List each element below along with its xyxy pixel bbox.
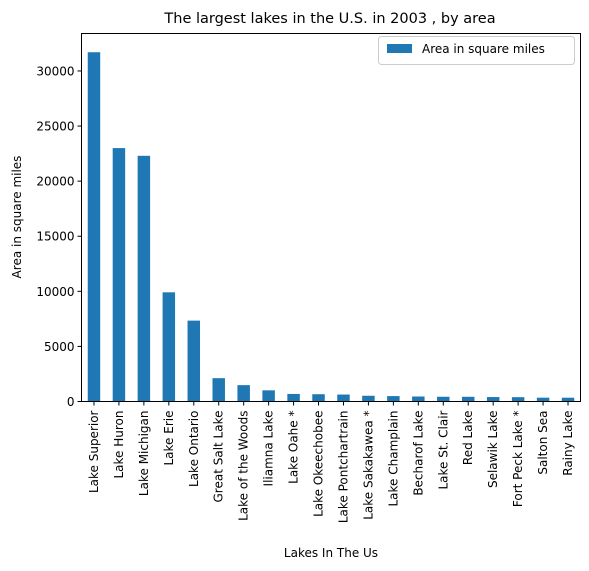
y-tick-label: 10000 xyxy=(36,285,74,299)
x-tick-label: Great Salt Lake xyxy=(212,411,226,503)
bar-9 xyxy=(287,393,300,402)
bar-11 xyxy=(337,394,350,402)
legend-frame xyxy=(378,36,575,65)
x-tick-label: Salton Sea xyxy=(536,411,550,475)
x-tick-label: Lake Oahe * xyxy=(287,411,301,484)
y-tick-label: 5000 xyxy=(44,340,75,354)
x-axis-label: Lakes In The Us xyxy=(284,546,378,560)
plot-frame xyxy=(81,33,581,402)
bar-14 xyxy=(412,396,425,402)
bar-1 xyxy=(87,52,101,402)
x-tick-label: Lake Okeechobee xyxy=(312,411,326,517)
x-tick-label: Selawik Lake xyxy=(486,411,500,489)
y-axis: 0 5000 10000 15000 20000 25000 30000 xyxy=(36,64,82,409)
bar-19 xyxy=(536,397,550,402)
bars xyxy=(87,52,575,402)
y-tick-label: 0 xyxy=(67,395,75,409)
bar-18 xyxy=(511,397,525,402)
bar-13 xyxy=(387,396,400,402)
x-tick-label: Red Lake xyxy=(461,410,475,465)
y-tick-label: 20000 xyxy=(36,175,74,189)
y-tick-label: 15000 xyxy=(36,230,74,244)
bar-7 xyxy=(237,385,250,402)
legend: Area in square miles xyxy=(378,36,575,65)
bar-5 xyxy=(187,320,201,402)
bar-2 xyxy=(112,148,126,402)
bar-10 xyxy=(312,394,325,402)
x-tick-label: Lake of the Woods xyxy=(237,411,251,521)
bar-17 xyxy=(486,397,500,402)
x-tick-label: Fort Peck Lake * xyxy=(511,411,525,508)
x-tick-label: Lake Michigan xyxy=(137,411,151,497)
y-tick-label: 30000 xyxy=(36,64,74,78)
x-tick-label: Rainy Lake xyxy=(561,411,575,476)
x-tick-label: Lake Ontario xyxy=(187,411,201,487)
x-tick-label: Lake Superior xyxy=(87,410,101,493)
bar-4 xyxy=(162,292,176,402)
bar-16 xyxy=(461,396,475,402)
y-tick-label: 25000 xyxy=(36,120,74,134)
bar-15 xyxy=(437,396,450,402)
x-tick-label: Lake Sakakawea * xyxy=(361,411,375,520)
x-tick-label: Lake Erie xyxy=(162,411,176,466)
x-tick-label: Lake Champlain xyxy=(386,411,400,507)
bar-3 xyxy=(137,155,151,402)
y-axis-label: Area in square miles xyxy=(10,156,24,279)
bar-20 xyxy=(561,397,575,402)
legend-label: Area in square miles xyxy=(422,42,545,56)
x-tick-label: Lake St. Clair xyxy=(436,410,450,489)
bar-12 xyxy=(362,395,375,402)
x-tick-label: Lake Huron xyxy=(112,411,126,479)
x-axis: Lake Superior Lake Huron Lake Michigan Lake… xyxy=(87,401,575,524)
x-tick-label: Becharof Lake xyxy=(411,411,425,496)
bar-6 xyxy=(212,378,225,402)
chart-title: The largest lakes in the U.S. in 2003 , … xyxy=(163,11,495,27)
bar-8 xyxy=(262,390,275,402)
legend-swatch xyxy=(387,44,412,53)
x-tick-label: Iliamna Lake xyxy=(262,411,276,487)
x-tick-label: Lake Pontchartrain xyxy=(336,411,350,524)
